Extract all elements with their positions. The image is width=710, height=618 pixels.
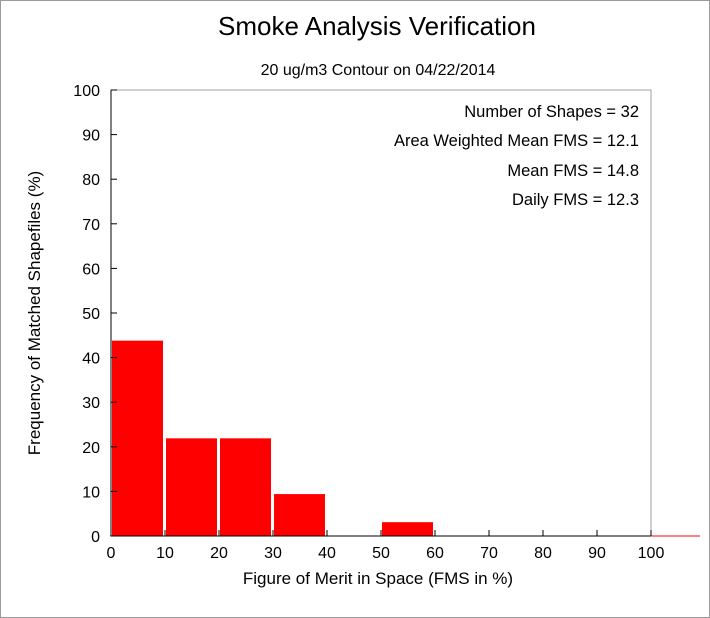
- y-axis-ticks: 0 10 20 30 40 50 60 70 80 90 100: [73, 83, 117, 546]
- y-axis-label: Frequency of Matched Shapefiles (%): [25, 171, 44, 455]
- x-tick-label: 100: [638, 545, 665, 562]
- histogram-bar: [166, 438, 217, 536]
- bars-group: [112, 340, 433, 536]
- annotation-daily-fms: Daily FMS = 12.3: [512, 191, 639, 209]
- y-tick-label: 90: [82, 128, 100, 145]
- x-axis-label: Figure of Merit in Space (FMS in %): [243, 569, 513, 588]
- x-tick-label: 20: [210, 545, 228, 562]
- y-tick-label: 30: [82, 395, 100, 412]
- y-tick-label: 10: [82, 484, 100, 501]
- histogram-bar: [382, 522, 433, 536]
- stats-annotations: Number of Shapes = 32 Area Weighted Mean…: [394, 103, 639, 209]
- x-tick-label: 10: [156, 545, 174, 562]
- x-axis-ticks: 0 10 20 30 40 50 60 70 80 90 100: [107, 530, 665, 562]
- y-tick-label: 80: [82, 172, 100, 189]
- y-tick-label: 20: [82, 440, 100, 457]
- annotation-area-weighted-mean-fms: Area Weighted Mean FMS = 12.1: [394, 132, 639, 150]
- y-tick-label: 70: [82, 217, 100, 234]
- histogram-bar: [274, 494, 325, 536]
- y-tick-label: 100: [73, 83, 100, 100]
- x-tick-label: 80: [534, 545, 552, 562]
- x-tick-label: 70: [480, 545, 498, 562]
- annotation-mean-fms: Mean FMS = 14.8: [507, 162, 639, 180]
- x-tick-label: 60: [426, 545, 444, 562]
- x-tick-label: 90: [588, 545, 606, 562]
- x-tick-label: 50: [372, 545, 390, 562]
- y-tick-label: 40: [82, 351, 100, 368]
- histogram-bar: [112, 340, 163, 536]
- chart-subtitle: 20 ug/m3 Contour on 04/22/2014: [261, 62, 496, 79]
- x-tick-label: 0: [107, 545, 116, 562]
- y-tick-label: 0: [91, 529, 100, 546]
- y-tick-label: 60: [82, 261, 100, 278]
- chart-title: Smoke Analysis Verification: [218, 11, 536, 41]
- x-tick-label: 40: [318, 545, 336, 562]
- histogram-bar: [220, 438, 271, 536]
- y-tick-label: 50: [82, 306, 100, 323]
- x-tick-label: 30: [264, 545, 282, 562]
- annotation-number-of-shapes: Number of Shapes = 32: [464, 103, 639, 121]
